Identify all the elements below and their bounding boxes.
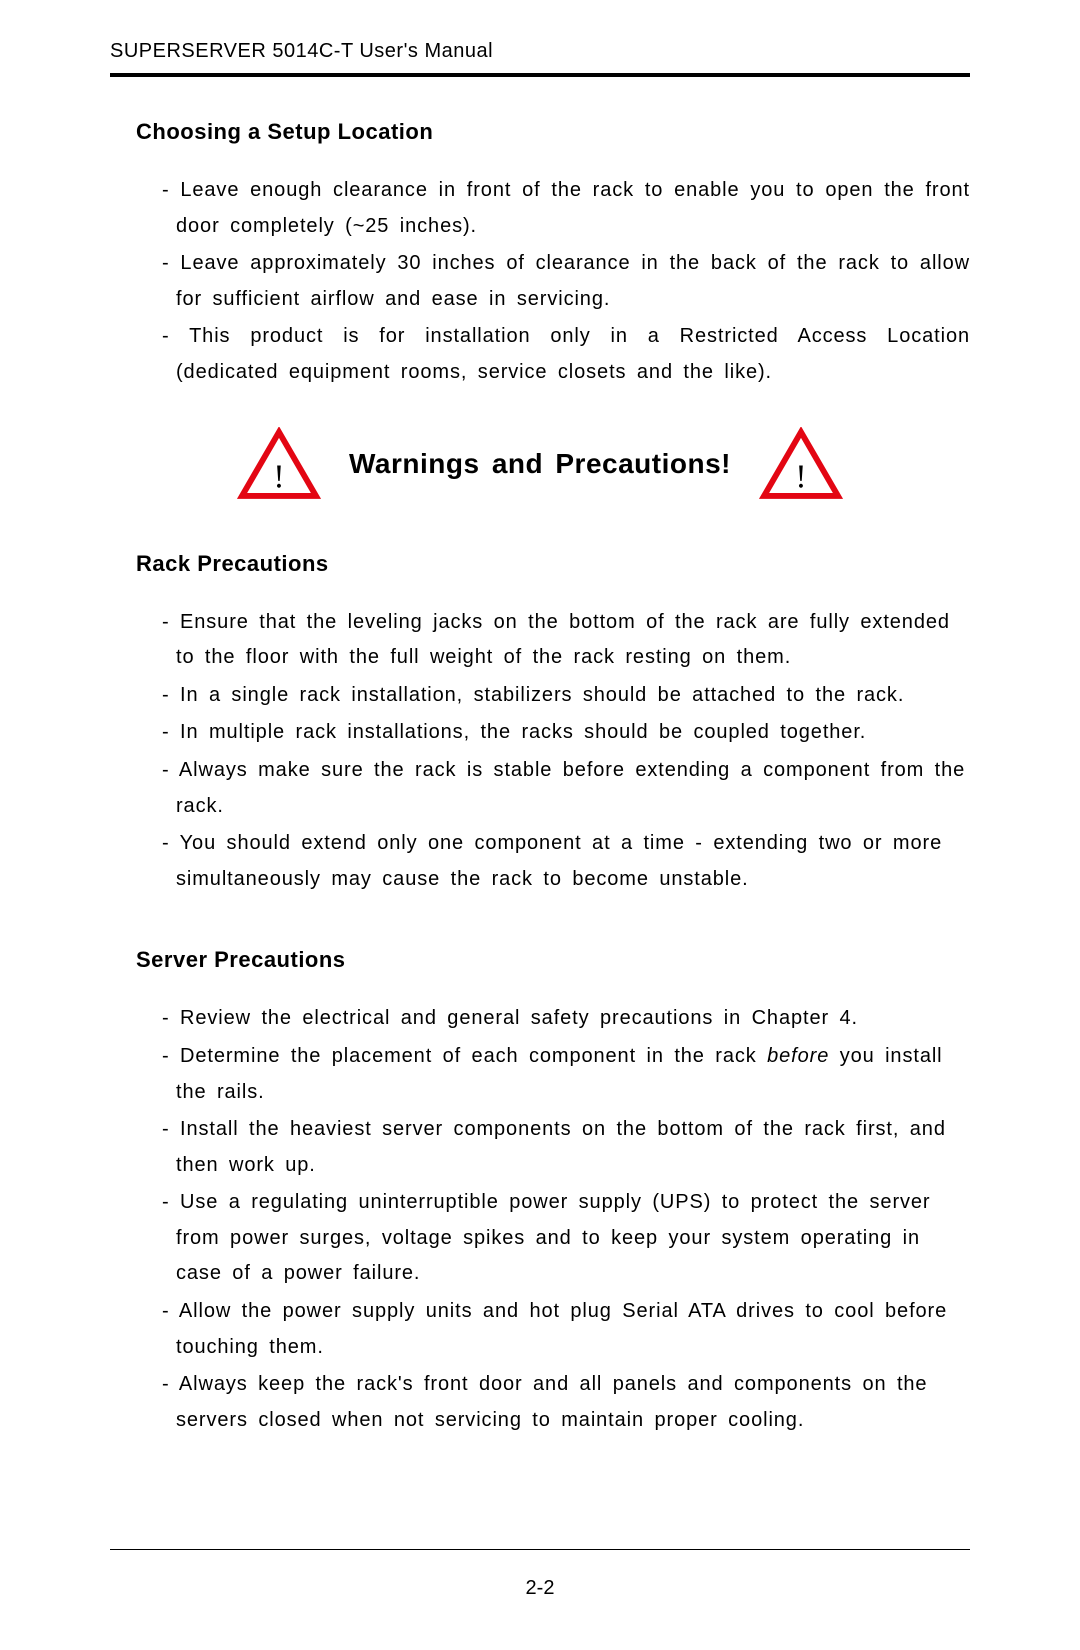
- list-item: - Allow the power supply units and hot p…: [162, 1294, 970, 1365]
- footer-rule-wrap: [110, 1549, 970, 1550]
- server-bullets: - Review the electrical and general safe…: [162, 1001, 970, 1438]
- list-item: - Always make sure the rack is stable be…: [162, 753, 970, 824]
- list-item: - Determine the placement of each compon…: [162, 1039, 970, 1110]
- svg-text:!: !: [795, 458, 806, 495]
- manual-page: SUPERSERVER 5014C-T User's Manual Choosi…: [0, 0, 1080, 1650]
- running-head: SUPERSERVER 5014C-T User's Manual: [110, 40, 970, 63]
- list-item: - In a single rack installation, stabili…: [162, 678, 970, 714]
- footer-rule: [110, 1549, 970, 1550]
- list-item: - Leave approximately 30 inches of clear…: [162, 246, 970, 317]
- warning-triangle-icon: !: [237, 427, 321, 501]
- list-item: - This product is for installation only …: [162, 319, 970, 390]
- list-item: - You should extend only one component a…: [162, 826, 970, 897]
- heading-server-precautions: Server Precautions: [136, 947, 970, 973]
- setup-bullets: - Leave enough clearance in front of the…: [162, 173, 970, 391]
- heading-rack-precautions: Rack Precautions: [136, 551, 970, 577]
- page-number: 2-2: [0, 1577, 1080, 1600]
- svg-text:!: !: [273, 458, 284, 495]
- list-item: - Leave enough clearance in front of the…: [162, 173, 970, 244]
- list-item: - In multiple rack installations, the ra…: [162, 715, 970, 751]
- list-item: - Use a regulating uninterruptible power…: [162, 1185, 970, 1292]
- list-item: - Ensure that the leveling jacks on the …: [162, 605, 970, 676]
- header-rule: [110, 73, 970, 77]
- warnings-block: ! Warnings and Precautions! !: [110, 427, 970, 501]
- rack-bullets: - Ensure that the leveling jacks on the …: [162, 605, 970, 898]
- list-item: - Install the heaviest server components…: [162, 1112, 970, 1183]
- list-item: - Always keep the rack's front door and …: [162, 1367, 970, 1438]
- heading-setup-location: Choosing a Setup Location: [136, 119, 970, 145]
- warnings-title: Warnings and Precautions!: [349, 448, 731, 480]
- list-item: - Review the electrical and general safe…: [162, 1001, 970, 1037]
- warning-triangle-icon: !: [759, 427, 843, 501]
